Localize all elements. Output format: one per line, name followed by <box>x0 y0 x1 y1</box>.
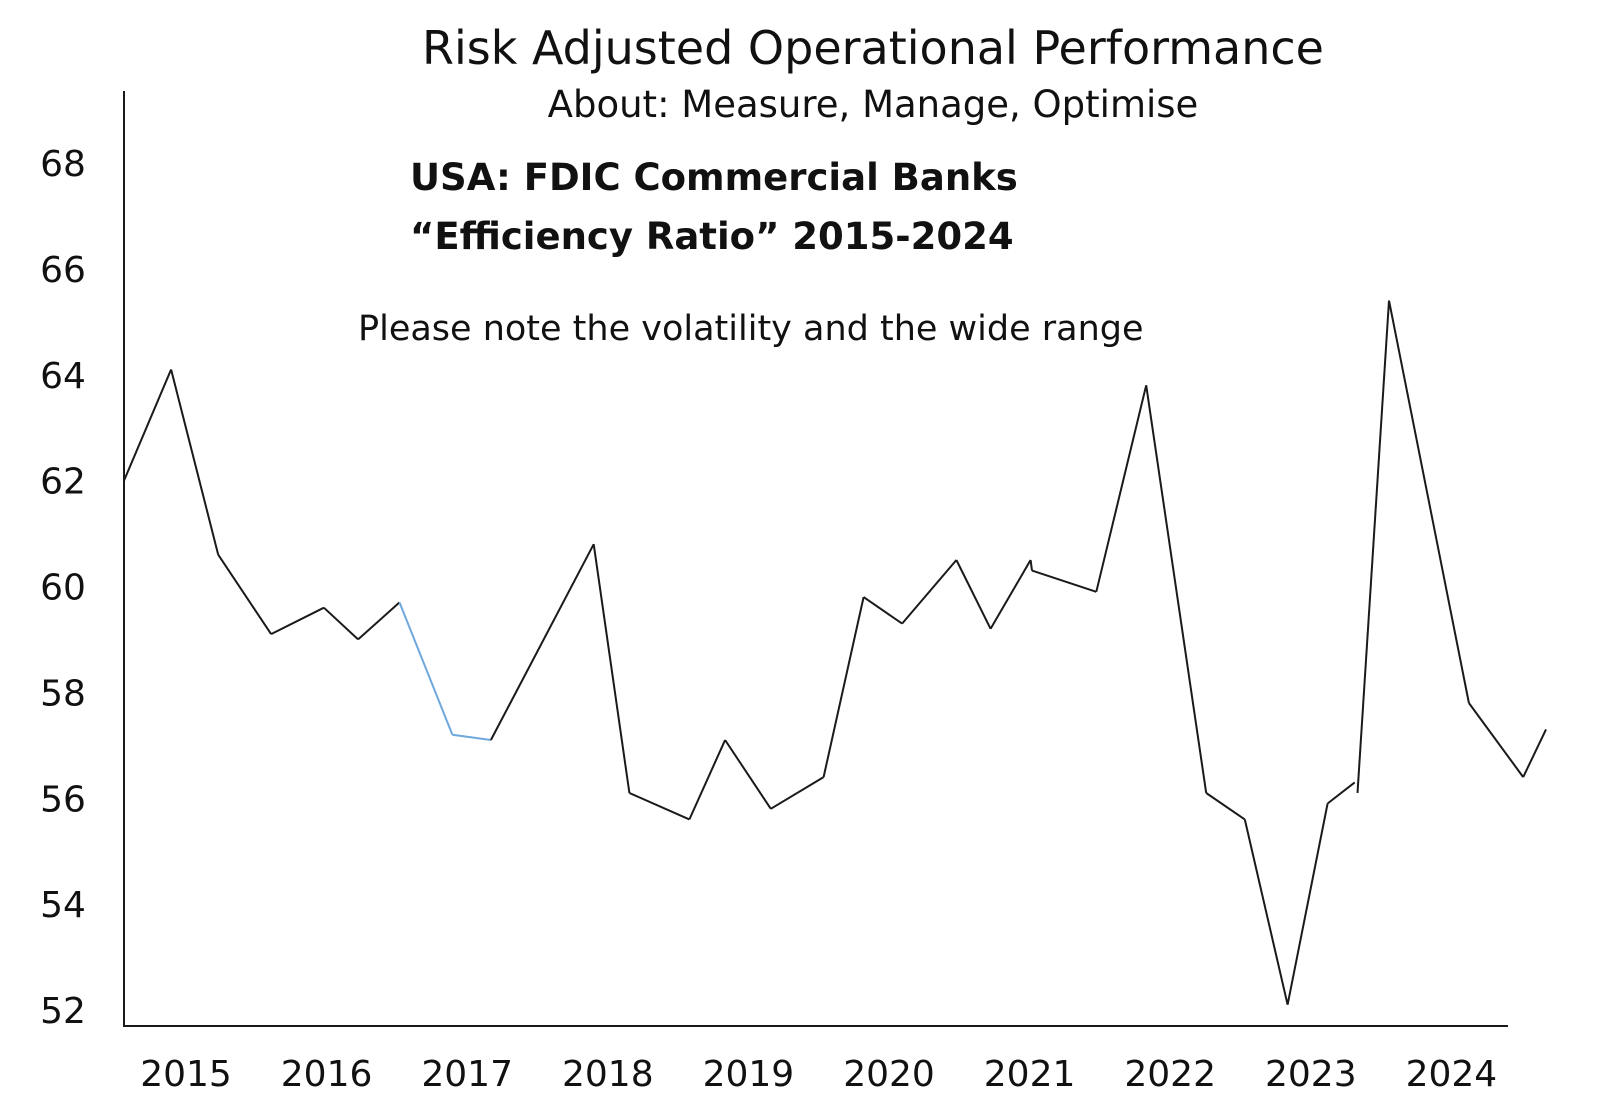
series-line-segment <box>1326 781 1356 805</box>
y-tick-label: 62 <box>40 462 86 503</box>
y-tick-label: 58 <box>40 673 86 714</box>
series-line-segment <box>1145 385 1208 794</box>
efficiency-ratio-series <box>123 300 1547 1005</box>
series-line-segment <box>270 606 325 635</box>
x-tick-label: 2016 <box>281 1054 373 1095</box>
series-line-segment <box>1522 728 1547 778</box>
series-line-segment <box>1356 300 1390 794</box>
annotation-note: Please note the volatility and the wide … <box>358 309 1144 349</box>
y-tick-label: 56 <box>40 779 86 820</box>
series-line-segment <box>901 559 958 625</box>
series-line-segment <box>490 543 595 741</box>
y-tick-label: 52 <box>40 991 86 1032</box>
x-tick-label: 2020 <box>843 1054 935 1095</box>
x-tick-label: 2021 <box>984 1054 1076 1095</box>
series-line-segment <box>1095 385 1148 593</box>
y-tick-labels: 52 54 56 58 60 62 64 66 68 <box>40 144 86 1032</box>
series-line-segment <box>1388 300 1470 704</box>
series-line-segment <box>1031 569 1097 593</box>
y-tick-label: 64 <box>40 356 86 397</box>
series-line-segment <box>170 369 220 555</box>
series-line-segment <box>123 369 173 481</box>
series-line-segment <box>323 606 359 641</box>
chart-title: Risk Adjusted Operational Performance <box>422 21 1324 75</box>
series-line-segment <box>357 601 401 641</box>
series-line-segment <box>724 739 772 810</box>
x-tick-label: 2024 <box>1406 1054 1498 1095</box>
series-line-segment <box>770 776 825 810</box>
series-line-segment <box>398 602 454 736</box>
series-line-segment <box>1243 819 1289 1005</box>
series-line-segment <box>989 559 1032 630</box>
x-tick-labels: 2015 2016 2017 2018 2019 2020 2021 2022 2023 2024 <box>140 1054 1497 1095</box>
x-tick-label: 2019 <box>703 1054 795 1095</box>
y-tick-label: 60 <box>40 568 86 609</box>
series-line-segment <box>452 733 492 741</box>
x-tick-label: 2018 <box>562 1054 654 1095</box>
y-tick-label: 68 <box>40 144 86 185</box>
y-tick-label: 54 <box>40 885 86 926</box>
series-line-segment <box>1468 702 1525 778</box>
series-line-segment <box>1029 559 1033 571</box>
series-line-segment <box>628 792 690 821</box>
series-line-segment <box>688 739 727 820</box>
x-tick-label: 2015 <box>140 1054 232 1095</box>
series-line-segment <box>863 596 903 625</box>
series-line-segment <box>1205 792 1246 821</box>
x-tick-label: 2023 <box>1265 1054 1357 1095</box>
annotation-title-line-2: “Efficiency Ratio” 2015-2024 <box>410 215 1014 258</box>
x-tick-label: 2017 <box>421 1054 513 1095</box>
series-line-segment <box>592 544 631 794</box>
chart-subtitle: About: Measure, Manage, Optimise <box>548 83 1199 126</box>
series-line-segment <box>822 596 865 778</box>
annotation-title-line-1: USA: FDIC Commercial Banks <box>410 156 1018 199</box>
series-line-segment <box>955 559 992 630</box>
series-line-segment <box>1286 803 1329 1005</box>
series-line-segment <box>217 554 272 635</box>
x-tick-label: 2022 <box>1124 1054 1216 1095</box>
y-tick-label: 66 <box>40 250 86 291</box>
